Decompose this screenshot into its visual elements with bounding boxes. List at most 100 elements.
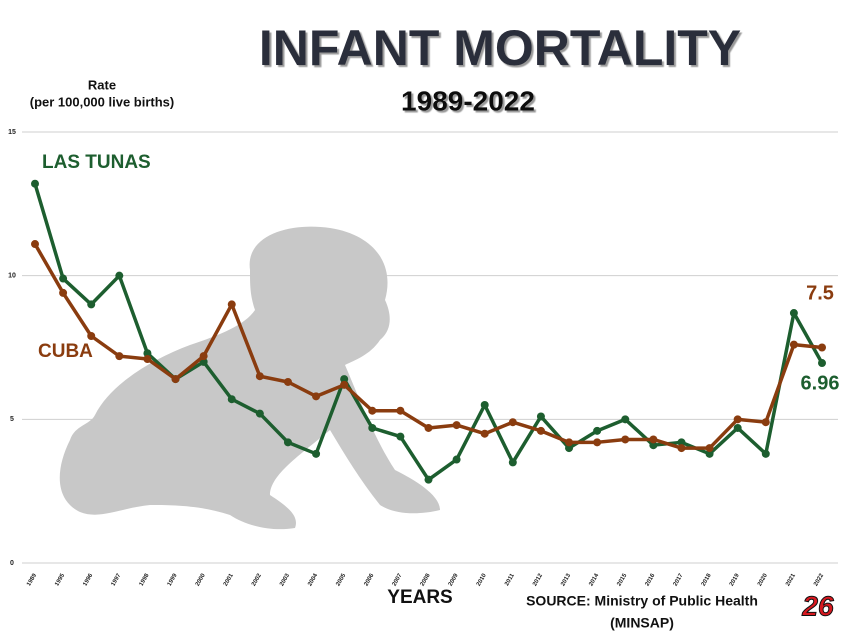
point bbox=[452, 421, 461, 430]
source: (MINSAP) bbox=[610, 615, 674, 631]
y-axis-label: (per 100,000 live births) bbox=[30, 94, 175, 109]
point bbox=[649, 435, 658, 444]
point bbox=[649, 441, 658, 450]
x-tick-label: 2021 bbox=[785, 572, 797, 587]
x-tick-label: 2011 bbox=[504, 572, 516, 587]
x-tick-label: 2019 bbox=[729, 572, 741, 587]
x-axis-label: YEARS bbox=[387, 587, 452, 608]
x-tick-label: 1998 bbox=[139, 572, 151, 587]
point bbox=[312, 392, 321, 401]
point bbox=[424, 475, 433, 484]
y-tick-label: 10 bbox=[8, 273, 16, 280]
point bbox=[143, 354, 152, 363]
point bbox=[59, 288, 68, 297]
x-tick-label: 2012 bbox=[532, 572, 544, 587]
x-tick-label: 2002 bbox=[251, 572, 263, 587]
point bbox=[59, 274, 68, 283]
point bbox=[621, 435, 630, 444]
value-label: 7.5 bbox=[806, 282, 834, 304]
x-tick-label: 1997 bbox=[111, 572, 123, 587]
x-tick-label: 2007 bbox=[392, 572, 404, 587]
point bbox=[368, 406, 377, 415]
point bbox=[255, 409, 264, 418]
point bbox=[452, 455, 461, 464]
point bbox=[171, 375, 180, 384]
point bbox=[733, 415, 742, 424]
x-tick-label: 2017 bbox=[673, 572, 685, 587]
legend-label: LAS TUNAS bbox=[42, 152, 151, 173]
y-tick-label: 5 bbox=[10, 416, 14, 423]
point bbox=[31, 179, 39, 188]
legend-label: CUBA bbox=[38, 341, 93, 362]
x-tick-label: 1996 bbox=[82, 572, 94, 587]
x-tick-label: 2010 bbox=[476, 572, 488, 587]
point bbox=[31, 240, 39, 249]
point bbox=[621, 415, 630, 424]
value-label: 6.96 bbox=[801, 372, 840, 394]
point bbox=[789, 340, 798, 349]
point bbox=[761, 449, 770, 458]
point bbox=[536, 412, 545, 421]
point bbox=[593, 438, 602, 447]
point bbox=[508, 418, 517, 427]
logo: 26 bbox=[801, 590, 834, 621]
point bbox=[818, 359, 826, 368]
point bbox=[312, 449, 321, 458]
point bbox=[227, 300, 236, 309]
chart-title: INFANT MORTALITY bbox=[259, 20, 741, 76]
point bbox=[227, 395, 236, 404]
point bbox=[424, 423, 433, 432]
x-tick-label: 2008 bbox=[420, 572, 432, 587]
point bbox=[115, 271, 124, 280]
point bbox=[396, 406, 405, 415]
x-tick-label: 2006 bbox=[364, 572, 376, 587]
point bbox=[283, 438, 292, 447]
point bbox=[199, 352, 208, 361]
point bbox=[283, 377, 292, 386]
baby-silhouette bbox=[59, 226, 440, 530]
point bbox=[761, 418, 770, 427]
point bbox=[508, 458, 517, 467]
x-tick-label: 1995 bbox=[54, 572, 66, 587]
x-tick-label: 2009 bbox=[448, 572, 460, 587]
x-tick-label: 2013 bbox=[560, 572, 572, 587]
y-tick-label: 15 bbox=[8, 129, 16, 136]
y-axis-label: Rate bbox=[88, 77, 116, 92]
point bbox=[340, 380, 349, 389]
point bbox=[115, 352, 124, 361]
point bbox=[143, 349, 152, 358]
point bbox=[480, 400, 489, 409]
point bbox=[87, 300, 96, 309]
x-tick-label: 2015 bbox=[616, 572, 628, 587]
point bbox=[340, 375, 349, 384]
x-tick-label: 2020 bbox=[757, 572, 769, 587]
x-tick-label: 2005 bbox=[335, 572, 347, 587]
x-tick-label: 2001 bbox=[223, 572, 235, 587]
x-tick-label: 2003 bbox=[279, 572, 291, 587]
x-tick-label: 2016 bbox=[645, 572, 657, 587]
point bbox=[536, 426, 545, 435]
point bbox=[480, 429, 489, 438]
x-tick-label: 2014 bbox=[588, 572, 600, 587]
x-tick-label: 1999 bbox=[167, 572, 179, 587]
point bbox=[565, 438, 574, 447]
chart-subtitle: 1989-2022 bbox=[401, 85, 535, 116]
point bbox=[705, 449, 714, 458]
x-tick-label: 2022 bbox=[813, 572, 825, 587]
x-tick-label: 2004 bbox=[307, 572, 319, 587]
point bbox=[87, 332, 96, 341]
point bbox=[677, 438, 686, 447]
point bbox=[733, 423, 742, 432]
x-tick-label: 1989 bbox=[26, 572, 38, 587]
point bbox=[789, 309, 798, 318]
point bbox=[255, 372, 264, 381]
point bbox=[368, 423, 377, 432]
x-tick-label: 2018 bbox=[701, 572, 713, 587]
point bbox=[593, 426, 602, 435]
source: SOURCE: Ministry of Public Health bbox=[526, 593, 758, 609]
point bbox=[565, 444, 574, 453]
y-tick-label: 0 bbox=[10, 560, 14, 567]
point bbox=[818, 343, 826, 352]
point bbox=[396, 432, 405, 441]
